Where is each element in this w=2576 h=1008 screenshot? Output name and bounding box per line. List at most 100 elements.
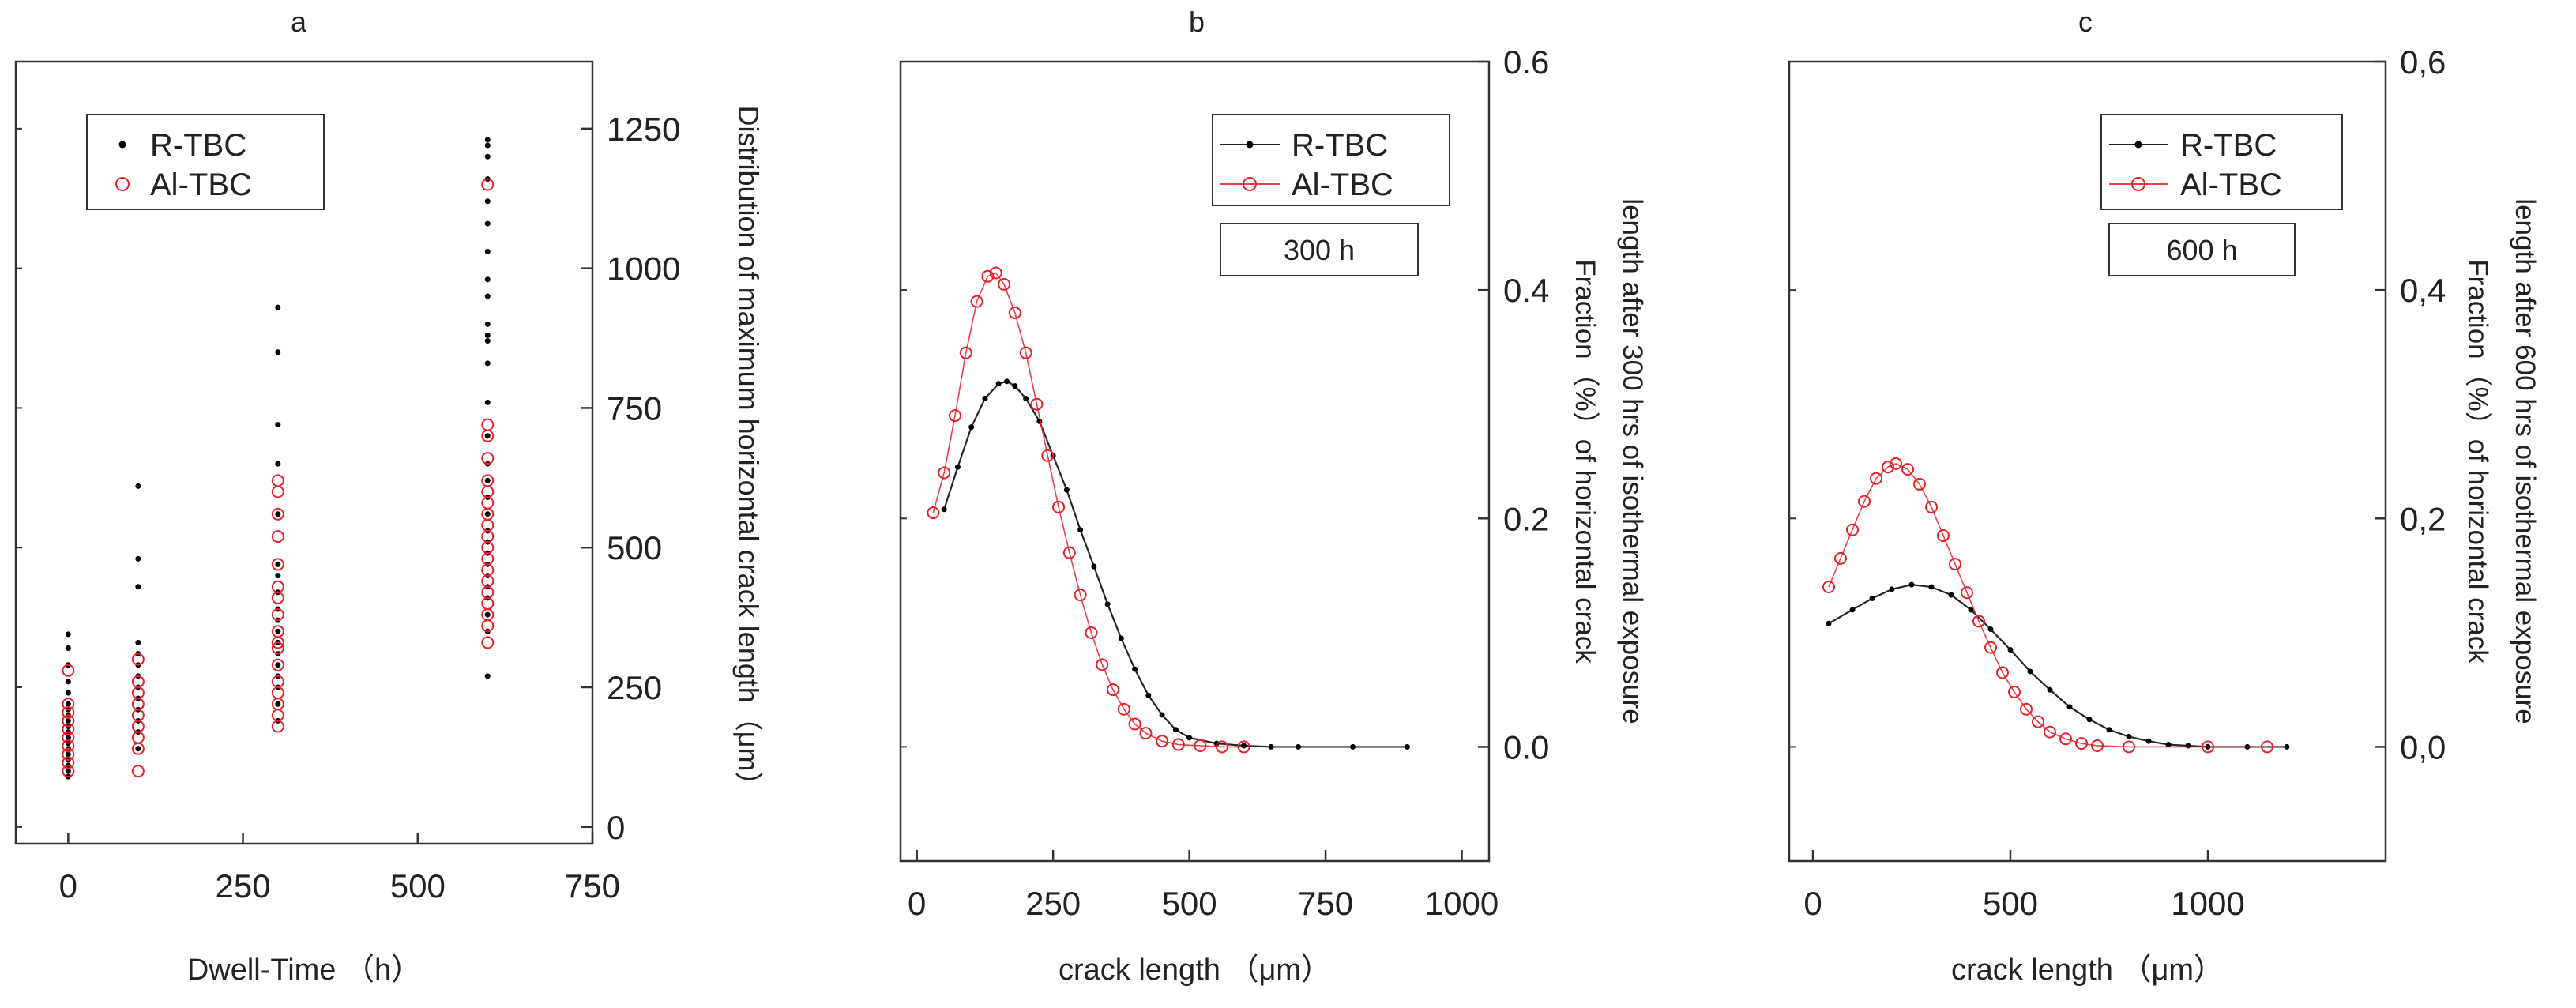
- data-point-al-tbc: [271, 625, 284, 638]
- data-point-al-tbc: [271, 558, 284, 571]
- data-point-r-tbc: [2106, 727, 2112, 733]
- data-point-r-tbc: [275, 422, 281, 428]
- data-point-r-tbc: [1296, 743, 1302, 750]
- data-point-al-tbc: [62, 698, 75, 711]
- data-point-r-tbc: [2047, 686, 2053, 693]
- data-point-al-tbc: [1117, 702, 1130, 716]
- data-point-al-tbc: [62, 765, 75, 778]
- data-point-r-tbc: [1826, 620, 1832, 626]
- series-line-r-tbc: [1828, 584, 2287, 748]
- data-point-r-tbc: [484, 477, 491, 483]
- panel-title: b: [1189, 6, 1205, 38]
- x-tick-label: 1000: [1425, 885, 1499, 922]
- data-point-r-tbc: [1091, 563, 1097, 570]
- x-tick-label: 750: [565, 867, 620, 905]
- annotation-box: [1220, 223, 1419, 276]
- data-point-al-tbc: [271, 658, 284, 671]
- data-point-r-tbc: [2126, 733, 2132, 739]
- data-point-r-tbc: [1132, 666, 1138, 672]
- data-point-al-tbc: [1237, 740, 1250, 754]
- data-point-r-tbc: [982, 395, 988, 401]
- data-point-r-tbc: [2007, 647, 2014, 653]
- data-point-r-tbc: [135, 555, 141, 562]
- y-tick-label: 0.0: [1503, 728, 1549, 765]
- data-point-al-tbc: [2020, 702, 2033, 716]
- legend-label: R-TBC: [2180, 128, 2277, 163]
- data-point-al-tbc: [481, 452, 495, 465]
- data-point-al-tbc: [2091, 739, 2104, 752]
- data-point-al-tbc: [1085, 626, 1098, 639]
- data-point-r-tbc: [65, 768, 71, 774]
- data-point-r-tbc: [1077, 527, 1084, 533]
- legend-marker-al-tbc: [2131, 177, 2145, 191]
- data-point-al-tbc: [131, 675, 145, 688]
- data-point-r-tbc: [484, 333, 491, 338]
- data-point-al-tbc: [2032, 715, 2044, 728]
- data-point-al-tbc: [1215, 740, 1228, 754]
- y-tick-label: 0,4: [2400, 272, 2446, 309]
- data-point-r-tbc: [135, 584, 141, 590]
- data-point-al-tbc: [271, 507, 284, 521]
- data-point-al-tbc: [1846, 523, 1859, 536]
- data-point-al-tbc: [1074, 589, 1087, 602]
- data-point-al-tbc: [2059, 732, 2072, 746]
- data-point-al-tbc: [1984, 641, 1997, 654]
- data-point-r-tbc: [484, 511, 491, 517]
- data-point-al-tbc: [1062, 546, 1076, 559]
- data-point-al-tbc: [1901, 463, 1914, 476]
- y-axis-label: Fraction（%）of horizontal crack: [1570, 259, 1600, 664]
- data-point-al-tbc: [1996, 666, 2009, 679]
- data-point-r-tbc: [1928, 584, 1935, 590]
- data-point-r-tbc: [484, 198, 491, 205]
- data-point-r-tbc: [484, 137, 491, 143]
- x-tick-label: 500: [1983, 885, 2038, 922]
- data-point-r-tbc: [1145, 692, 1152, 698]
- data-point-r-tbc: [275, 628, 281, 634]
- data-point-al-tbc: [481, 178, 495, 191]
- data-point-r-tbc: [65, 751, 71, 758]
- x-tick-label: 500: [1162, 885, 1217, 922]
- series-line-r-tbc: [943, 380, 1408, 748]
- data-point-r-tbc: [484, 153, 491, 160]
- y-axis-label: Distribution of maximum horizontal crack…: [732, 105, 765, 799]
- data-point-al-tbc: [970, 295, 983, 308]
- x-tick-label: 750: [1298, 885, 1353, 922]
- data-point-al-tbc: [271, 641, 284, 655]
- data-point-al-tbc: [1890, 457, 1902, 470]
- data-point-al-tbc: [989, 266, 1002, 280]
- data-point-r-tbc: [1159, 712, 1165, 718]
- y-axis-label: length after 300 hrs of isothermal expos…: [1617, 198, 1648, 724]
- data-point-al-tbc: [1096, 658, 1109, 671]
- data-point-al-tbc: [2075, 737, 2088, 750]
- data-point-r-tbc: [65, 690, 71, 696]
- data-point-al-tbc: [959, 346, 972, 359]
- data-point-r-tbc: [65, 631, 71, 638]
- data-point-r-tbc: [484, 293, 491, 299]
- data-point-al-tbc: [1194, 739, 1207, 752]
- annotation-box: [2108, 223, 2296, 276]
- annotation-label: 300 h: [1284, 234, 1355, 266]
- data-point-al-tbc: [1171, 738, 1185, 751]
- x-tick-label: 250: [1025, 885, 1081, 922]
- data-point-r-tbc: [484, 276, 491, 283]
- data-point-r-tbc: [484, 220, 491, 227]
- data-point-al-tbc: [2044, 725, 2056, 739]
- plot-frame: [1788, 60, 2387, 863]
- data-point-al-tbc: [998, 277, 1011, 291]
- data-point-al-tbc: [62, 747, 75, 761]
- data-point-r-tbc: [135, 746, 141, 752]
- annotation-label: 600 h: [2166, 234, 2237, 266]
- data-point-r-tbc: [275, 662, 281, 668]
- data-point-al-tbc: [271, 485, 284, 498]
- legend-label: R-TBC: [1292, 128, 1388, 163]
- data-point-al-tbc: [131, 653, 145, 666]
- data-point-al-tbc: [2008, 686, 2021, 699]
- data-point-r-tbc: [65, 717, 71, 724]
- data-point-r-tbc: [1405, 743, 1411, 750]
- data-point-r-tbc: [1869, 595, 1875, 601]
- y-tick-label: 750: [607, 389, 662, 427]
- data-point-al-tbc: [1834, 551, 1847, 565]
- legend-marker-al-tbc: [115, 177, 130, 191]
- data-point-al-tbc: [1925, 500, 1938, 513]
- data-point-r-tbc: [941, 506, 947, 513]
